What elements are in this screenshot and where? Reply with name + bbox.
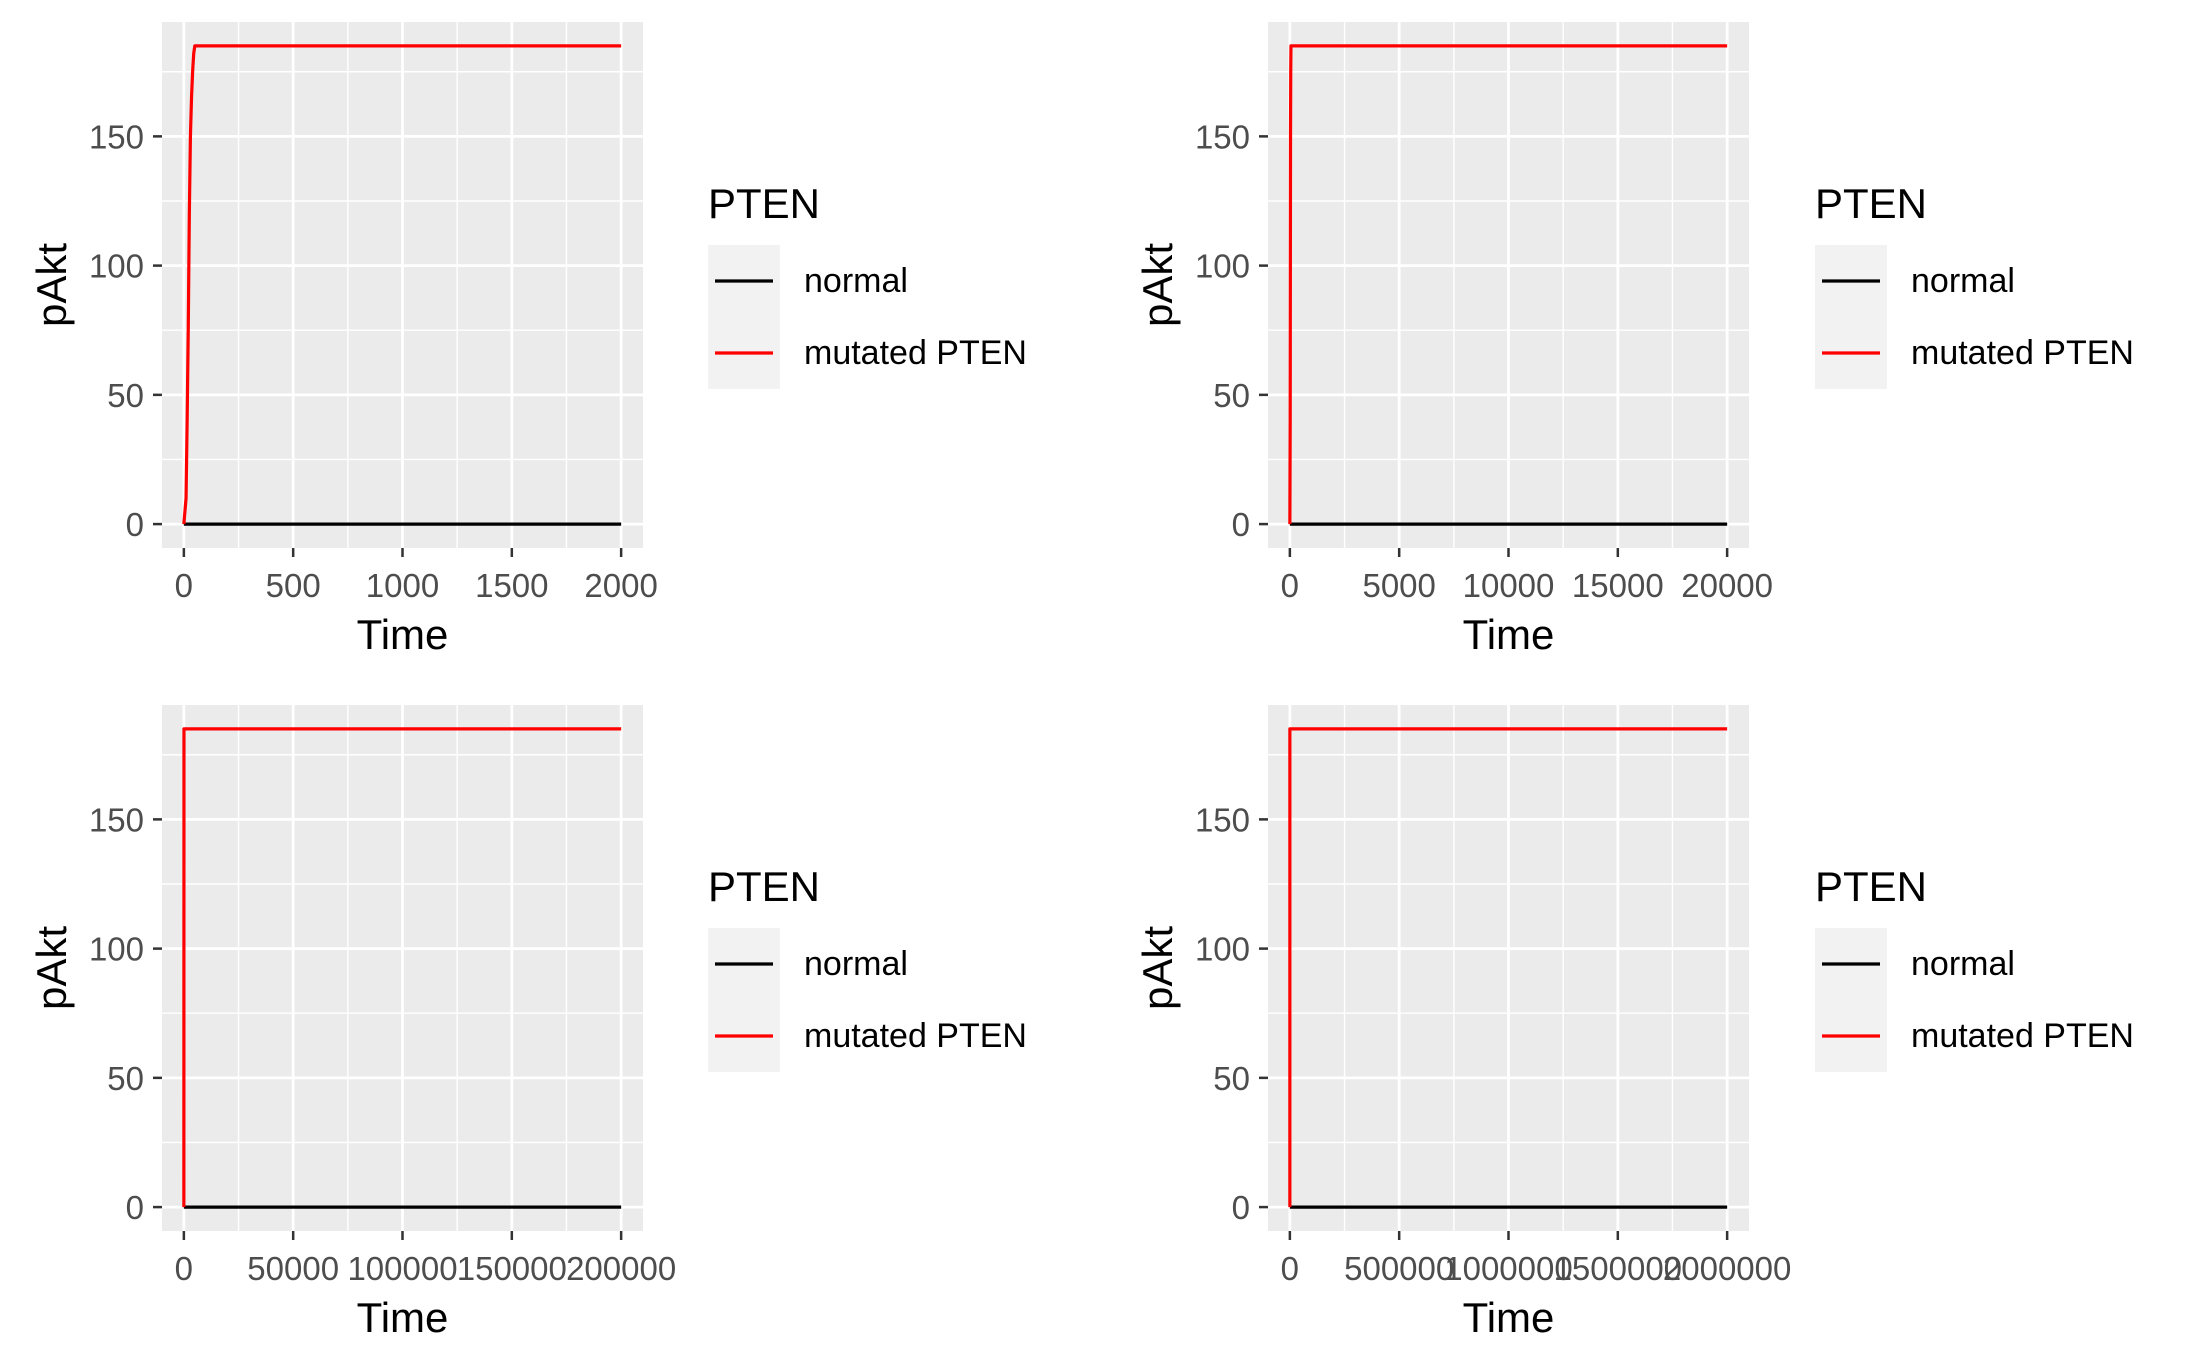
y-axis-title: pAkt <box>28 243 75 327</box>
x-tick-label: 500000 <box>1344 1250 1454 1287</box>
series-line-mutated-pten <box>1288 44 1728 525</box>
legend: PTEN normal mutated PTEN <box>1815 863 2134 1072</box>
series-line-mutated-pten <box>1288 727 1728 1208</box>
chart-panel-2: 0 5000 10000 15000 20000 0 50 100 150 Time pAkt PTE… <box>1134 22 2134 658</box>
x-tick-label: 1500000 <box>1554 1250 1682 1287</box>
legend: PTEN normal mutated PTEN <box>708 180 1027 389</box>
x-axis-title: Time <box>1463 611 1555 658</box>
x-tick-label: 50000 <box>247 1250 339 1287</box>
legend-label-normal: normal <box>1911 945 2015 983</box>
legend-label-mutated-pten: mutated PTEN <box>804 1017 1027 1055</box>
y-tick-label: 150 <box>1195 118 1250 155</box>
chart-panel-3: 0 50000 100000 150000 200000 0 50 100 150 Time pAk… <box>28 705 1027 1341</box>
y-tick-label: 150 <box>89 118 144 155</box>
legend-title: PTEN <box>708 863 820 910</box>
x-tick-label: 500 <box>266 567 321 604</box>
y-tick-label: 50 <box>1213 1060 1250 1097</box>
y-tick-label: 100 <box>89 931 144 968</box>
y-tick-label: 50 <box>107 1060 144 1097</box>
x-tick-label: 2000 <box>584 567 657 604</box>
y-axis-title: pAkt <box>28 926 75 1010</box>
y-tick-label: 0 <box>1232 1189 1250 1226</box>
legend-label-mutated-pten: mutated PTEN <box>1911 334 2134 372</box>
y-tick-label: 0 <box>126 1189 144 1226</box>
x-tick-label: 0 <box>1281 567 1299 604</box>
series-group <box>182 44 622 526</box>
legend-label-normal: normal <box>804 945 908 983</box>
legend: PTEN normal mutated PTEN <box>1815 180 2134 389</box>
series-group <box>1288 44 1728 526</box>
y-tick-label: 0 <box>1232 506 1250 543</box>
series-group <box>182 727 622 1209</box>
x-tick-label: 0 <box>175 1250 193 1287</box>
y-tick-label: 50 <box>107 377 144 414</box>
y-tick-label: 100 <box>1195 248 1250 285</box>
legend: PTEN normal mutated PTEN <box>708 863 1027 1072</box>
x-axis-title: Time <box>357 611 449 658</box>
y-axis-title: pAkt <box>1134 243 1181 327</box>
x-tick-label: 1000 <box>366 567 439 604</box>
y-tick-label: 100 <box>1195 931 1250 968</box>
legend-label-normal: normal <box>1911 262 2015 300</box>
x-tick-label: 15000 <box>1572 567 1664 604</box>
x-tick-label: 10000 <box>1463 567 1555 604</box>
legend-label-mutated-pten: mutated PTEN <box>1911 1017 2134 1055</box>
x-tick-label: 2000000 <box>1663 1250 1791 1287</box>
legend-title: PTEN <box>1815 180 1927 227</box>
x-tick-label: 20000 <box>1681 567 1773 604</box>
x-tick-label: 5000 <box>1362 567 1435 604</box>
series-group <box>1288 727 1728 1209</box>
y-tick-label: 150 <box>1195 801 1250 838</box>
series-line-mutated-pten <box>182 44 622 525</box>
y-tick-label: 0 <box>126 506 144 543</box>
x-tick-label: 0 <box>1281 1250 1299 1287</box>
series-line-mutated-pten <box>182 727 622 1208</box>
x-axis-title: Time <box>357 1294 449 1341</box>
y-axis-title: pAkt <box>1134 926 1181 1010</box>
x-tick-label: 150000 <box>457 1250 567 1287</box>
y-tick-label: 150 <box>89 801 144 838</box>
chart-panel-1: 0 500 1000 1500 2000 0 50 100 150 Time pAkt PTEN nor… <box>28 22 1027 658</box>
legend-title: PTEN <box>708 180 820 227</box>
x-tick-label: 0 <box>175 567 193 604</box>
x-tick-label: 1500 <box>475 567 548 604</box>
x-axis-title: Time <box>1463 1294 1555 1341</box>
legend-label-mutated-pten: mutated PTEN <box>804 334 1027 372</box>
x-tick-label: 100000 <box>347 1250 457 1287</box>
y-tick-label: 50 <box>1213 377 1250 414</box>
y-tick-label: 100 <box>89 248 144 285</box>
x-tick-label: 1000000 <box>1444 1250 1572 1287</box>
x-tick-label: 200000 <box>566 1250 676 1287</box>
legend-label-normal: normal <box>804 262 908 300</box>
legend-title: PTEN <box>1815 863 1927 910</box>
